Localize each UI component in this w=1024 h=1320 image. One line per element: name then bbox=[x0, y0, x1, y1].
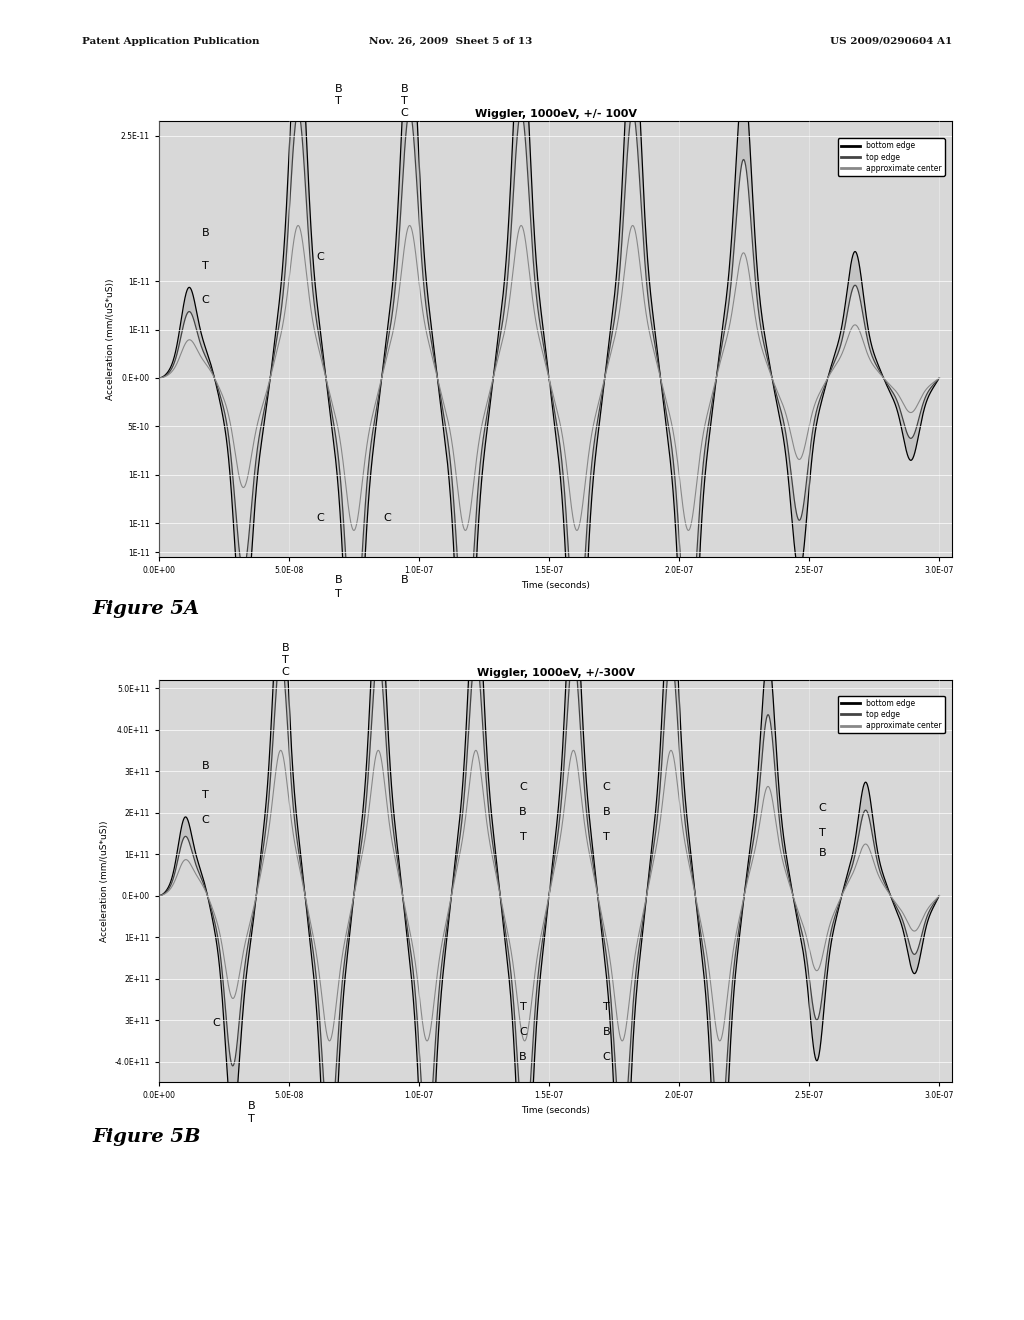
Text: B: B bbox=[401, 576, 409, 586]
Text: B: B bbox=[602, 807, 610, 817]
Text: US 2009/0290604 A1: US 2009/0290604 A1 bbox=[830, 37, 952, 46]
X-axis label: Time (seconds): Time (seconds) bbox=[521, 581, 590, 590]
Text: T: T bbox=[248, 1114, 255, 1125]
Text: C: C bbox=[384, 513, 391, 523]
Text: C: C bbox=[282, 667, 290, 677]
Text: C: C bbox=[519, 1027, 527, 1036]
Text: B: B bbox=[202, 762, 209, 771]
Text: C: C bbox=[316, 513, 324, 523]
Legend: bottom edge, top edge, approximate center: bottom edge, top edge, approximate cente… bbox=[838, 696, 944, 734]
Text: Figure 5B: Figure 5B bbox=[92, 1127, 201, 1146]
Text: Patent Application Publication: Patent Application Publication bbox=[82, 37, 259, 46]
Text: T: T bbox=[335, 589, 342, 599]
Text: B: B bbox=[519, 807, 526, 817]
Text: B: B bbox=[248, 1101, 255, 1111]
Text: T: T bbox=[519, 1002, 526, 1012]
X-axis label: Time (seconds): Time (seconds) bbox=[521, 1106, 590, 1115]
Y-axis label: Acceleration (mm/(uS*uS)): Acceleration (mm/(uS*uS)) bbox=[99, 820, 109, 942]
Text: T: T bbox=[819, 828, 825, 837]
Text: B: B bbox=[282, 643, 290, 653]
Text: B: B bbox=[519, 1052, 526, 1061]
Text: C: C bbox=[519, 781, 527, 792]
Text: C: C bbox=[818, 803, 826, 813]
Title: Wiggler, 1000eV, +/- 100V: Wiggler, 1000eV, +/- 100V bbox=[474, 110, 637, 119]
Text: B: B bbox=[335, 576, 342, 586]
Text: C: C bbox=[212, 1019, 220, 1028]
Legend: bottom edge, top edge, approximate center: bottom edge, top edge, approximate cente… bbox=[838, 139, 944, 176]
Text: C: C bbox=[202, 296, 210, 305]
Text: C: C bbox=[602, 781, 610, 792]
Text: B: B bbox=[335, 84, 342, 95]
Text: C: C bbox=[602, 1052, 610, 1061]
Text: T: T bbox=[202, 261, 209, 272]
Text: T: T bbox=[202, 791, 209, 800]
Text: T: T bbox=[335, 96, 342, 107]
Text: C: C bbox=[400, 108, 409, 119]
Text: B: B bbox=[818, 849, 826, 858]
Text: B: B bbox=[602, 1027, 610, 1036]
Text: C: C bbox=[202, 814, 210, 825]
Text: T: T bbox=[283, 655, 289, 665]
Text: C: C bbox=[316, 252, 324, 261]
Text: Nov. 26, 2009  Sheet 5 of 13: Nov. 26, 2009 Sheet 5 of 13 bbox=[369, 37, 532, 46]
Text: T: T bbox=[603, 1002, 609, 1012]
Text: T: T bbox=[603, 832, 609, 842]
Text: B: B bbox=[202, 227, 209, 238]
Title: Wiggler, 1000eV, +/-300V: Wiggler, 1000eV, +/-300V bbox=[476, 668, 635, 677]
Y-axis label: Acceleration (mm/(uS*uS)): Acceleration (mm/(uS*uS)) bbox=[106, 279, 115, 400]
Text: Figure 5A: Figure 5A bbox=[92, 599, 200, 618]
Text: T: T bbox=[519, 832, 526, 842]
Text: B: B bbox=[401, 84, 409, 95]
Text: T: T bbox=[401, 96, 409, 107]
